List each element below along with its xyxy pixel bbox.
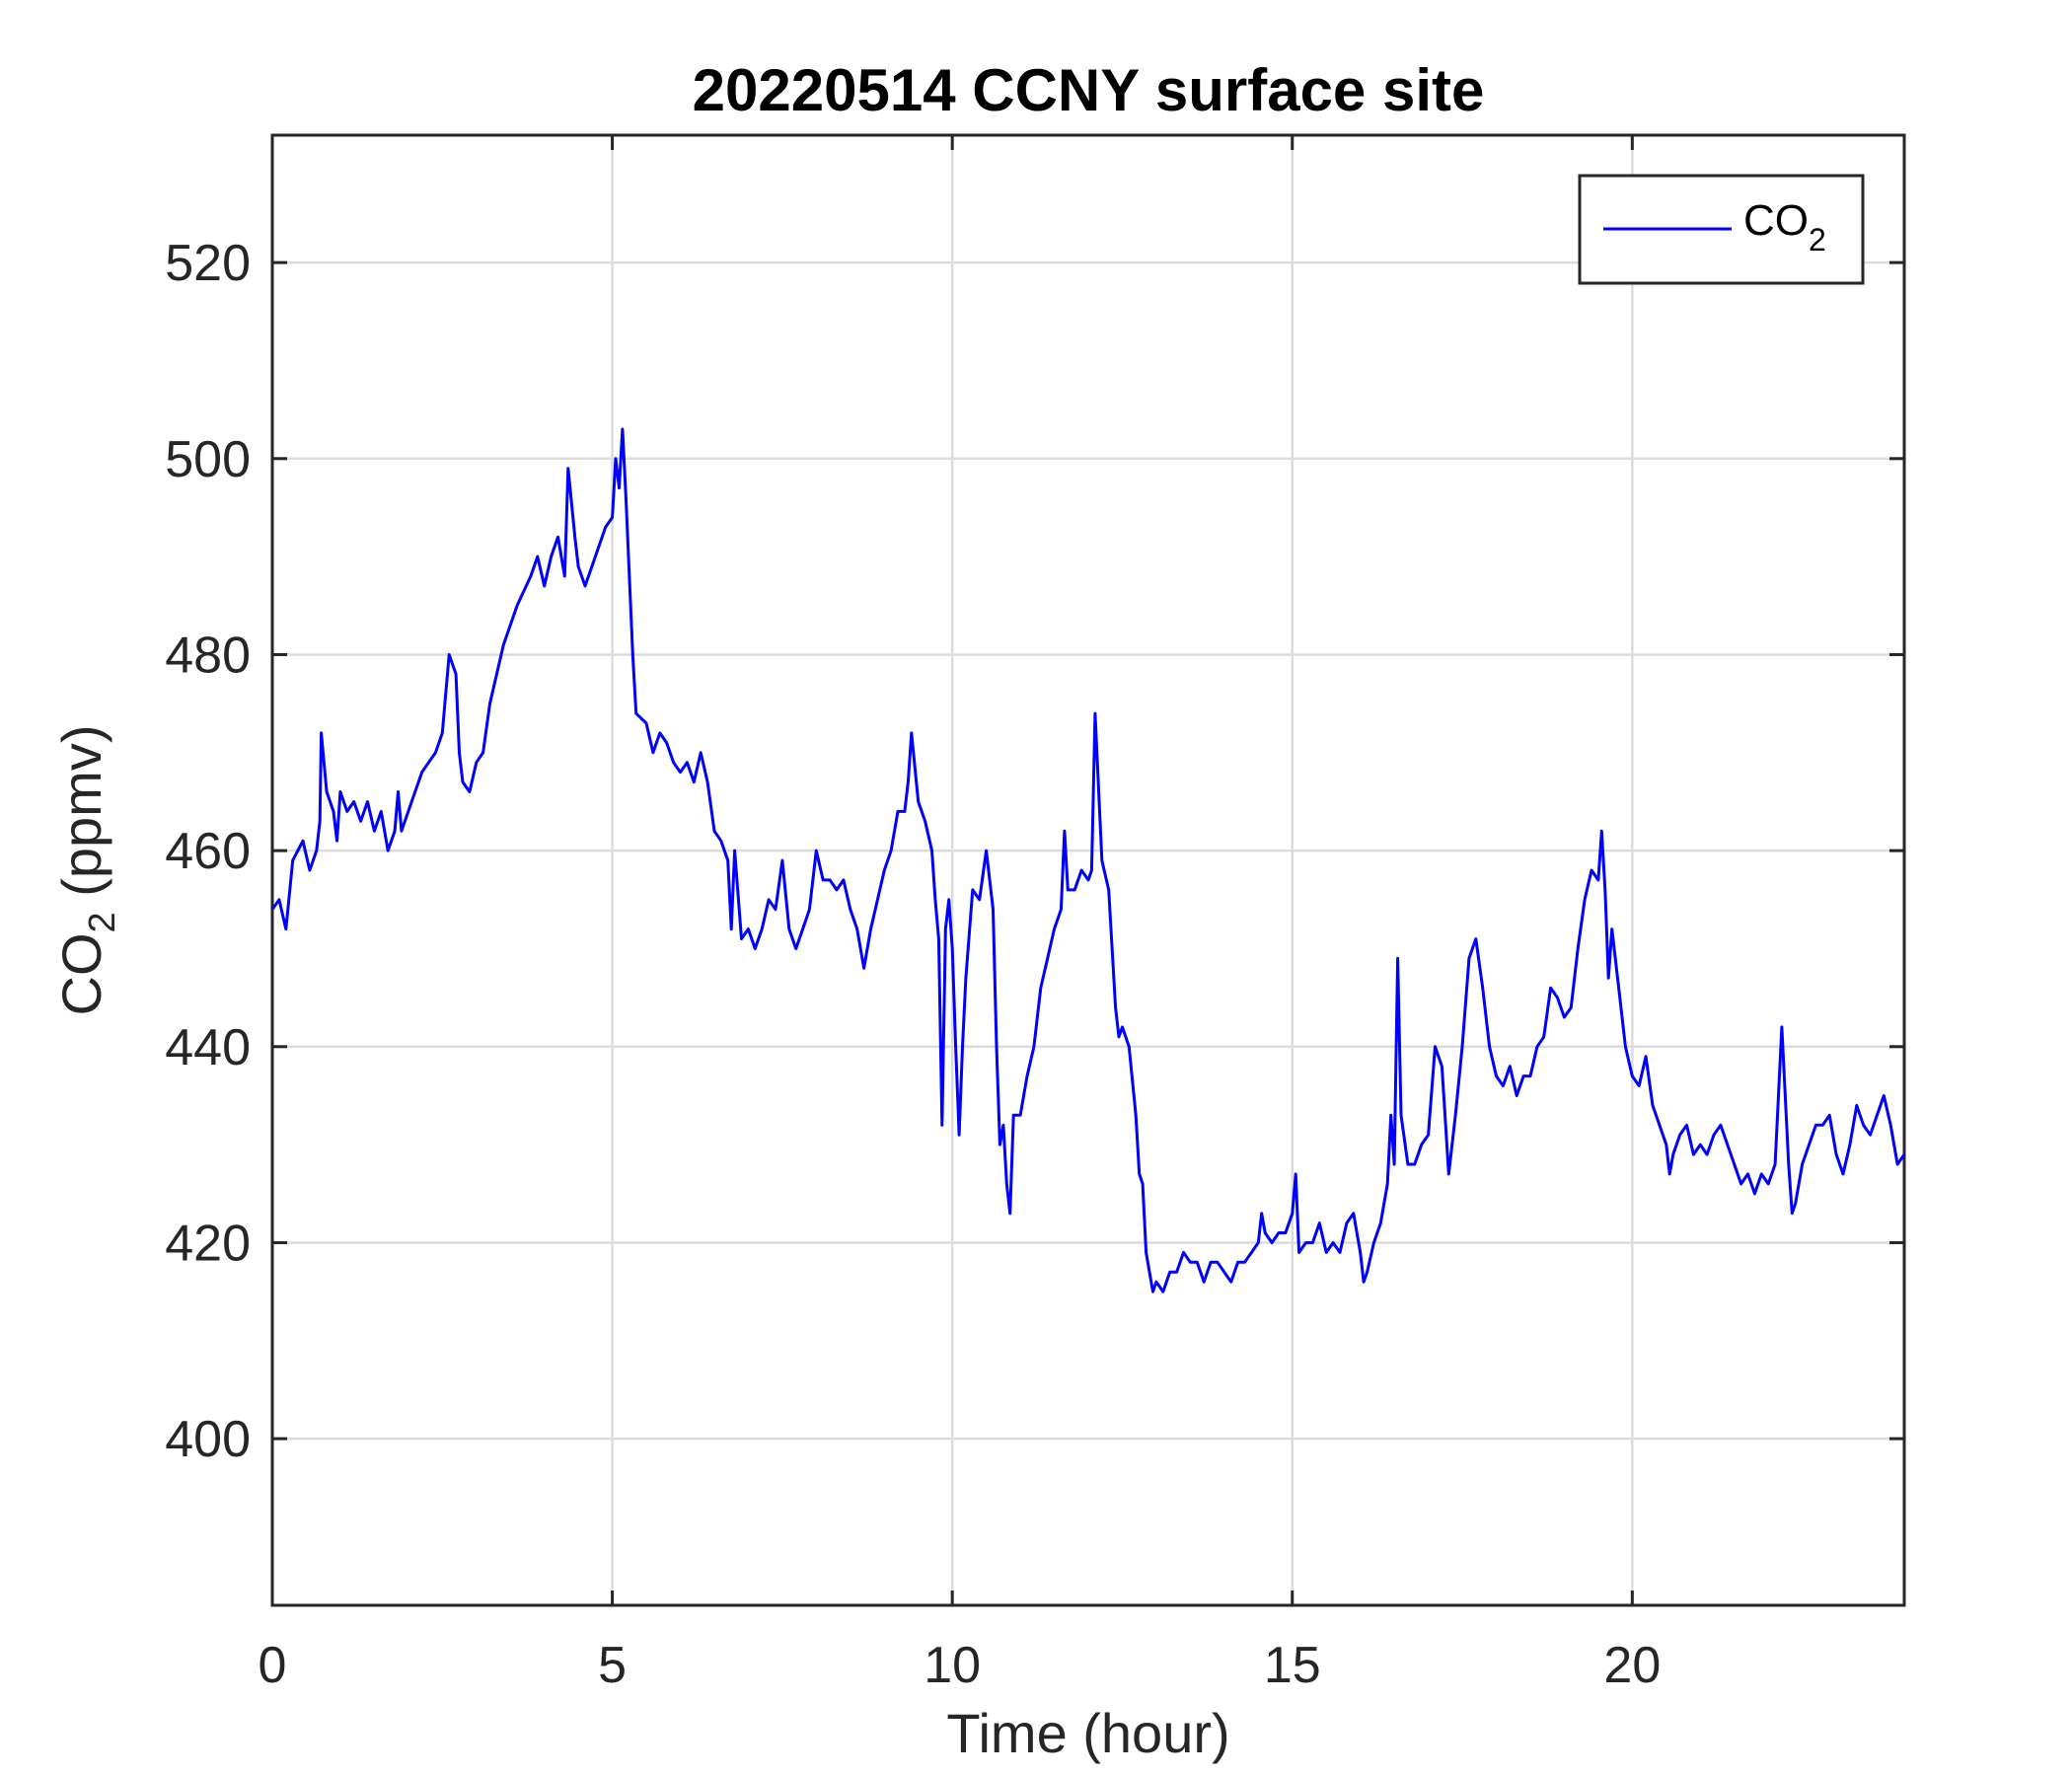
chart-title: 20220514 CCNY surface site — [693, 57, 1485, 123]
y-tick-label: 500 — [165, 431, 251, 488]
axis-ticks — [270, 135, 1904, 1605]
x-axis-label: Time (hour) — [946, 1702, 1229, 1764]
y-tick-label: 440 — [165, 1019, 251, 1076]
y-tick-label: 460 — [165, 823, 251, 880]
series-line-co2 — [270, 427, 1906, 1294]
plot-frame — [270, 133, 1906, 1607]
legend-label-subscript: 2 — [1809, 222, 1826, 258]
tick-labels: 0 5 10 15 20 400 420 440 460 480 500 520 — [165, 235, 1661, 1694]
y-axis-label-main: CO — [50, 932, 112, 1015]
y-tick-label: 420 — [165, 1215, 251, 1272]
y-tick-label: 400 — [165, 1411, 251, 1468]
grid-lines — [270, 135, 1904, 1605]
y-axis-label: CO2 (ppmv) — [50, 725, 123, 1016]
x-tick-label: 10 — [924, 1637, 981, 1694]
x-tick-label: 5 — [598, 1637, 627, 1694]
legend-label-co2: CO2 — [1743, 196, 1826, 258]
legend-label-main: CO — [1743, 196, 1809, 245]
legend: CO2 — [1578, 174, 1865, 285]
x-tick-label: 0 — [259, 1637, 287, 1694]
y-axis-label-subscript: 2 — [82, 912, 123, 932]
y-tick-label: 480 — [165, 627, 251, 684]
x-tick-label: 20 — [1603, 1637, 1661, 1694]
y-tick-label: 520 — [165, 235, 251, 292]
x-tick-label: 15 — [1264, 1637, 1321, 1694]
y-axis-label-rest: (ppmv) — [50, 725, 112, 913]
